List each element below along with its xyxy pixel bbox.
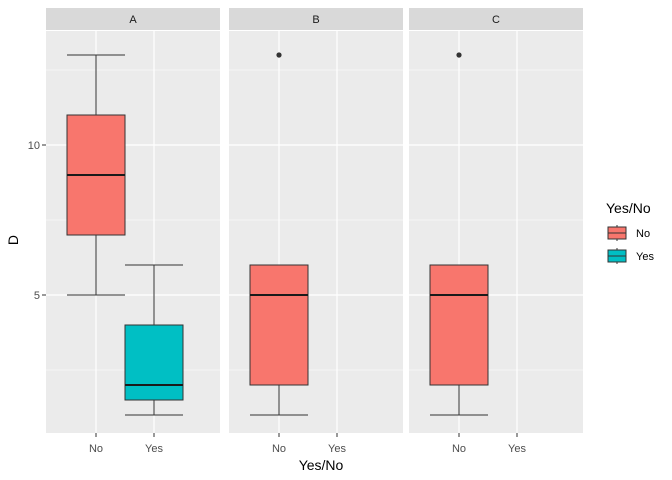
x-tick-label: No	[89, 443, 103, 455]
legend-label-yes: Yes	[636, 251, 654, 263]
facet-strip-label: B	[312, 14, 319, 26]
legend: Yes/No No Yes	[606, 200, 654, 264]
y-tick-label: 5	[34, 290, 40, 302]
x-tick-label: No	[452, 443, 466, 455]
y-tick-label: 10	[28, 140, 40, 152]
box-a-yes	[124, 264, 184, 416]
facet-strip	[229, 8, 403, 30]
box-b-no	[249, 52, 309, 416]
box-c-no	[429, 52, 489, 416]
x-tick-label: No	[272, 443, 286, 455]
y-axis-title: D	[5, 235, 21, 245]
x-axis-title: Yes/No	[299, 457, 344, 473]
legend-entry-yes: Yes	[607, 248, 654, 264]
x-tick-label: Yes	[508, 443, 526, 455]
box-iqr	[429, 264, 489, 386]
facet-panel-b: B No Yes	[229, 8, 403, 455]
facet-panel-c: C No Yes	[409, 8, 583, 455]
box-iqr	[249, 264, 309, 386]
facet-panel-a: A No Yes	[46, 8, 220, 455]
facet-panels: A No Yes B No Yes C No Yes 5 10	[28, 8, 583, 455]
legend-title: Yes/No	[606, 200, 651, 216]
outlier-point	[276, 52, 282, 58]
facet-strip	[409, 8, 583, 30]
facet-strip-label: A	[129, 14, 137, 26]
facet-strip	[46, 8, 220, 30]
legend-entry-no: No	[607, 225, 650, 241]
x-tick-label: Yes	[145, 443, 163, 455]
facet-strip-label: C	[492, 14, 500, 26]
box-iqr	[124, 324, 184, 401]
outlier-point	[456, 52, 462, 58]
box-a-no	[66, 54, 126, 296]
legend-label-no: No	[636, 228, 650, 240]
x-tick-label: Yes	[328, 443, 346, 455]
